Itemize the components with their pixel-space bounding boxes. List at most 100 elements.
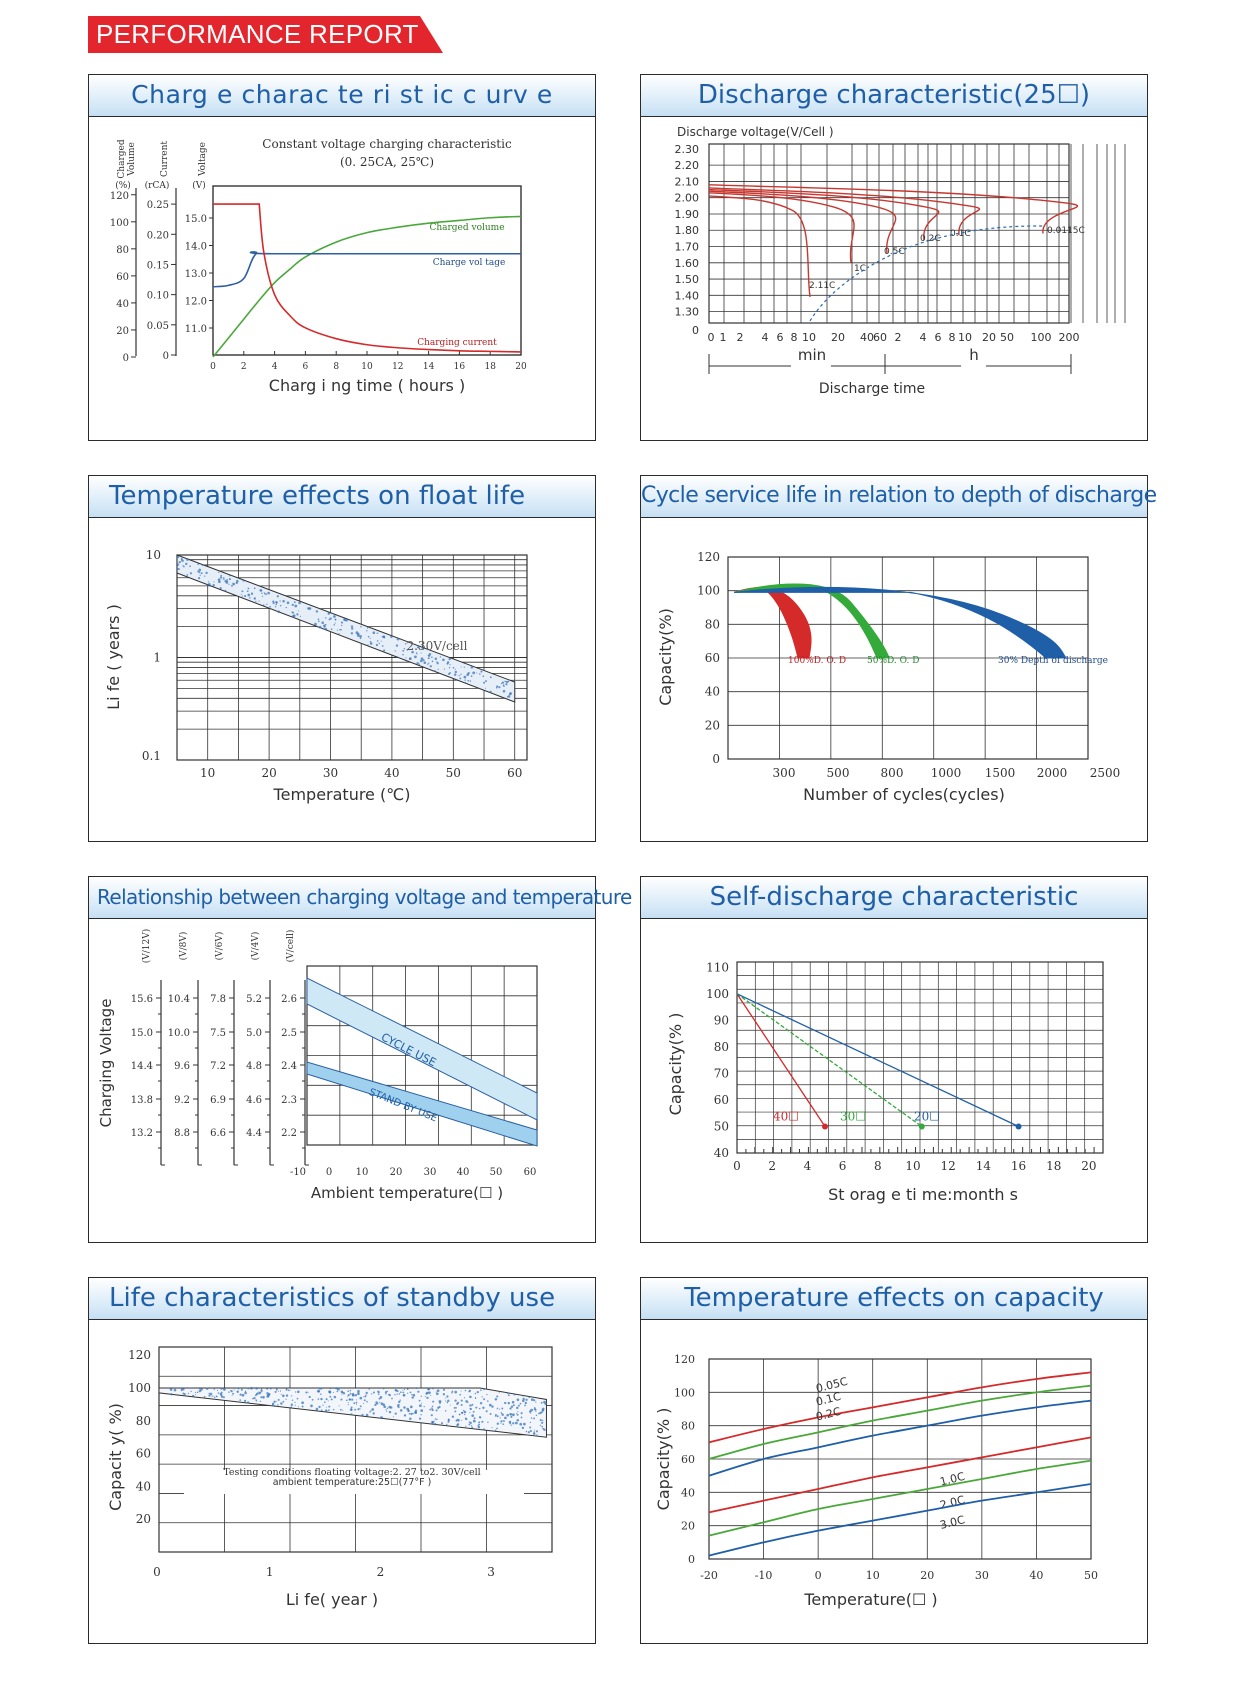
standby-speckle xyxy=(486,1393,488,1396)
axis-unit-voltage: (V) xyxy=(192,180,206,191)
float-life-speckle xyxy=(176,555,180,559)
float-life-speckle xyxy=(394,650,396,652)
standby-speckle xyxy=(317,1389,320,1393)
standby-speckle xyxy=(213,1396,216,1399)
float-life-speckle xyxy=(484,687,487,689)
axis-label-volume: Volume xyxy=(127,142,137,177)
float-life-speckle xyxy=(401,658,403,660)
tick-x: 0 xyxy=(210,362,216,372)
standby-speckle xyxy=(447,1420,450,1423)
standby-speckle xyxy=(317,1398,320,1400)
float-life-speckle xyxy=(458,674,460,677)
float-life-speckle xyxy=(291,603,294,607)
float-life-speckle xyxy=(321,621,324,624)
series-0 xyxy=(736,993,826,1127)
series-label-0: 2.11C xyxy=(809,281,835,291)
float-life-speckle xyxy=(369,642,373,645)
float-life-speckle xyxy=(205,571,208,575)
float-life-speckle xyxy=(509,693,512,696)
tick-y: 1 xyxy=(153,651,161,665)
standby-speckle xyxy=(469,1421,472,1424)
float-life-speckle xyxy=(298,601,301,605)
tick-0: 15.6 xyxy=(131,994,153,1005)
float-life-speckle xyxy=(428,662,430,664)
tick-x-h: 4 xyxy=(920,331,927,344)
tick-y: 60 xyxy=(705,651,720,665)
tick-4: 2.2 xyxy=(281,1128,297,1139)
standby-speckle xyxy=(541,1421,544,1424)
standby-speckle xyxy=(380,1402,384,1406)
tick-charged: 120 xyxy=(110,191,129,202)
standby-speckle xyxy=(502,1423,505,1426)
float-life-speckle xyxy=(324,627,328,631)
standby-speckle xyxy=(434,1418,437,1420)
series-end-2 xyxy=(1015,1123,1022,1130)
standby-speckle xyxy=(533,1417,536,1420)
standby-speckle xyxy=(247,1387,250,1390)
float-life-speckle xyxy=(261,592,263,594)
banner-shape xyxy=(88,16,443,53)
standby-speckle xyxy=(347,1390,350,1393)
tick-y: 40 xyxy=(714,1146,729,1160)
float-life-speckle xyxy=(274,606,277,608)
series-label-2: 0.2C xyxy=(815,1405,843,1424)
standby-speckle xyxy=(220,1387,223,1390)
standby-speckle xyxy=(338,1389,340,1391)
chart-self-discharge: 110 100 90 80 70 60 50 40 0 2 4 6 8 10 12 14 16 18 20 Capac… xyxy=(666,960,1104,1204)
float-life-speckle xyxy=(200,572,203,575)
unit-min: min xyxy=(798,346,826,364)
tick-x: 2 xyxy=(241,362,247,372)
standby-speckle xyxy=(406,1388,409,1391)
tick-y: 2.30 xyxy=(675,143,700,156)
standby-speckle xyxy=(451,1390,454,1393)
float-life-speckle xyxy=(197,570,200,573)
float-life-speckle xyxy=(422,659,425,662)
standby-speckle xyxy=(347,1394,350,1397)
tick-2: 7.2 xyxy=(210,1061,226,1072)
standby-speckle xyxy=(325,1398,328,1401)
float-life-speckle xyxy=(249,597,251,599)
float-life-speckle xyxy=(240,593,242,595)
float-life-speckle xyxy=(247,587,250,590)
float-life-speckle xyxy=(437,668,439,670)
standby-speckle xyxy=(332,1391,335,1393)
float-life-speckle xyxy=(226,578,228,581)
float-life-speckle xyxy=(178,560,181,564)
float-life-speckle xyxy=(218,580,221,584)
float-life-speckle xyxy=(217,578,221,582)
standby-speckle xyxy=(339,1408,342,1411)
standby-speckle xyxy=(336,1387,340,1391)
standby-speckle xyxy=(301,1405,304,1408)
float-life-speckle xyxy=(224,589,227,592)
standby-speckle xyxy=(315,1407,319,1411)
float-life-speckle xyxy=(381,645,384,647)
tick-y: 20 xyxy=(136,1512,151,1526)
float-life-speckle xyxy=(420,652,422,654)
panel-standby-life: Life characteristics of standby use 120 1… xyxy=(88,1277,596,1644)
float-life-speckle xyxy=(380,640,382,642)
float-life-speckle xyxy=(207,581,210,583)
standby-speckle xyxy=(369,1411,371,1413)
standby-speckle xyxy=(407,1392,409,1394)
tick-y: 80 xyxy=(136,1414,151,1428)
standby-speckle xyxy=(327,1400,329,1402)
standby-speckle xyxy=(216,1396,218,1398)
standby-speckle xyxy=(345,1399,348,1402)
float-life-speckle xyxy=(219,587,222,590)
standby-speckle xyxy=(454,1390,458,1394)
float-life-speckle xyxy=(396,637,400,641)
series-charged-volume xyxy=(212,215,522,358)
standby-speckle xyxy=(483,1428,485,1431)
standby-speckle xyxy=(356,1403,358,1405)
series-3 xyxy=(708,1436,1092,1514)
standby-speckle xyxy=(194,1394,196,1396)
standby-speckle xyxy=(527,1431,530,1434)
float-life-speckle xyxy=(506,696,509,698)
series-label-1: 0.1C xyxy=(815,1390,843,1409)
annotation-title: Constant voltage charging characteristic xyxy=(262,137,512,151)
standby-speckle xyxy=(444,1397,446,1399)
float-life-speckle xyxy=(261,595,264,597)
tick-x-min: 10 xyxy=(802,331,816,344)
tick-3: 5.0 xyxy=(246,1028,262,1039)
standby-speckle xyxy=(479,1402,483,1405)
